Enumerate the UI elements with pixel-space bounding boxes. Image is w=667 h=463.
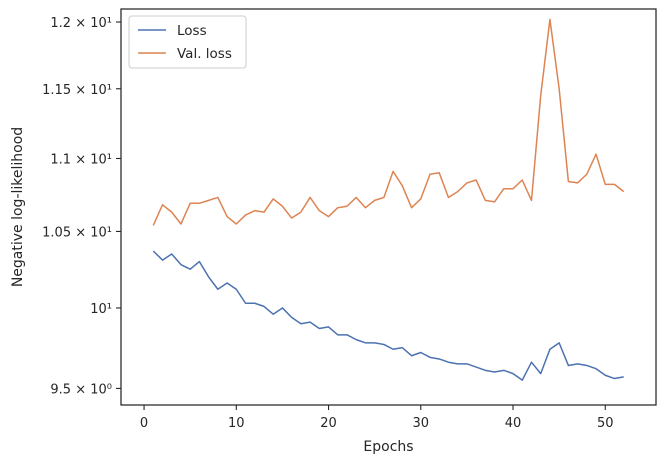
x-tick-label: 30	[413, 416, 430, 431]
y-tick-label: 9.5 × 10⁰	[50, 382, 112, 397]
y-tick-label: 1.2 × 10¹	[50, 16, 112, 31]
y-tick-label: 1.15 × 10¹	[42, 83, 112, 98]
y-tick-label: 1.1 × 10¹	[50, 152, 112, 167]
legend-label-loss: Loss	[177, 23, 207, 39]
x-axis: 0 10 20 30 40 50	[140, 405, 614, 431]
y-axis-label: Negative log-likelihood	[10, 127, 26, 287]
x-axis-label: Epochs	[363, 439, 413, 455]
x-tick-label: 0	[140, 416, 148, 431]
series-lines	[152, 18, 625, 381]
x-tick-label: 50	[597, 416, 614, 431]
legend: Loss Val. loss	[128, 15, 247, 69]
legend-box	[128, 15, 247, 69]
x-tick-label: 10	[228, 416, 245, 431]
y-tick-label: 1.05 × 10¹	[42, 225, 112, 240]
y-tick-label: 10¹	[90, 302, 112, 317]
series-line-loss	[152, 250, 624, 381]
y-axis: 9.5 × 10⁰ 10¹ 1.05 × 10¹ 1.1 × 10¹ 1.15 × 10…	[42, 16, 121, 397]
series-line-val-loss	[152, 18, 625, 226]
x-tick-label: 40	[505, 416, 522, 431]
x-tick-label: 20	[320, 416, 337, 431]
legend-label-val-loss: Val. loss	[177, 46, 232, 62]
plot-frame	[120, 8, 657, 406]
